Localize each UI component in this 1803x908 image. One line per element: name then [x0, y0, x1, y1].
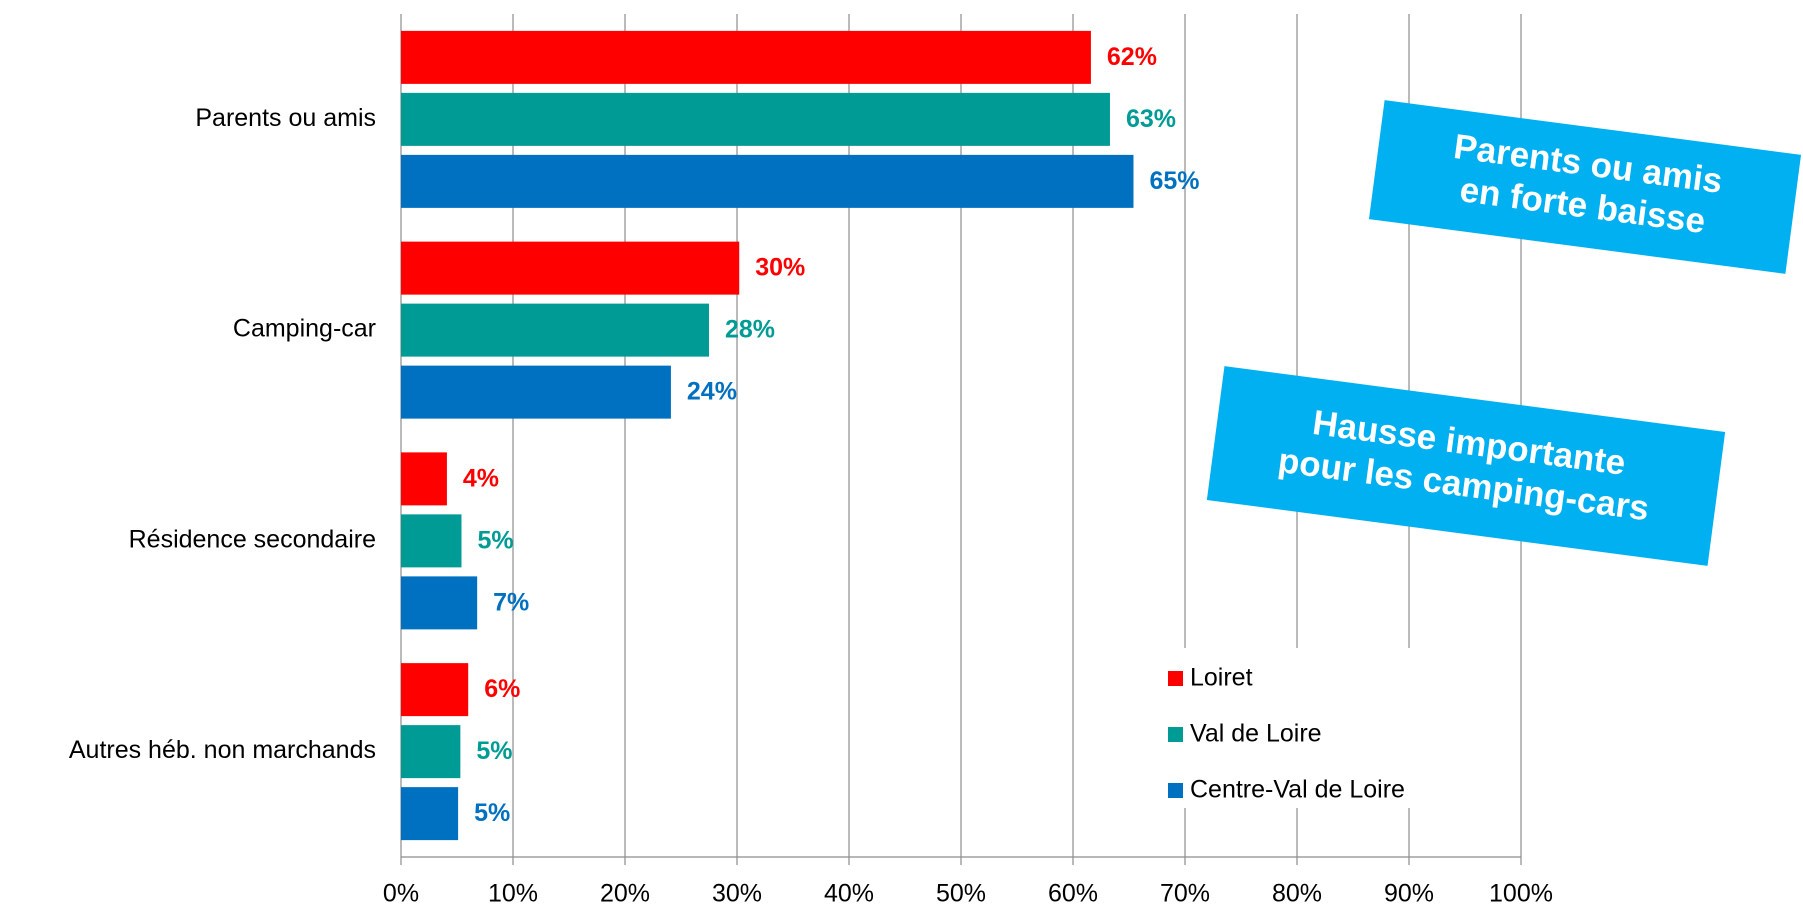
bar — [401, 663, 469, 717]
data-label: 5% — [477, 526, 513, 554]
annotation-background — [1368, 100, 1802, 274]
bar — [401, 92, 1110, 146]
annotation-background — [1206, 366, 1726, 566]
bar — [401, 452, 447, 506]
category-label: Résidence secondaire — [129, 525, 376, 553]
legend-background — [1160, 648, 1460, 808]
data-label: 24% — [687, 378, 737, 406]
data-label: 65% — [1149, 167, 1199, 195]
category-label: Autres héb. non marchands — [69, 736, 376, 764]
x-tick-label: 10% — [488, 880, 538, 908]
legend-label: Val de Loire — [1190, 720, 1322, 748]
bar — [401, 303, 709, 357]
x-tick-label: 50% — [936, 880, 986, 908]
data-label: 30% — [755, 254, 805, 282]
bar — [401, 241, 740, 295]
data-label: 28% — [725, 316, 775, 344]
x-tick-label: 0% — [383, 880, 419, 908]
x-tick-label: 30% — [712, 880, 762, 908]
legend-swatch — [1168, 727, 1183, 742]
bar — [401, 514, 462, 568]
x-tick-label: 90% — [1384, 880, 1434, 908]
data-label: 7% — [493, 588, 529, 616]
category-label: Camping-car — [233, 315, 376, 343]
x-tick-label: 20% — [600, 880, 650, 908]
x-tick-label: 40% — [824, 880, 874, 908]
category-label: Parents ou amis — [195, 104, 376, 132]
x-tick-label: 70% — [1160, 880, 1210, 908]
legend-label: Loiret — [1190, 664, 1253, 692]
legend-swatch — [1168, 783, 1183, 798]
data-label: 63% — [1126, 105, 1176, 133]
bar — [401, 365, 671, 419]
legend-swatch — [1168, 671, 1183, 686]
data-label: 4% — [463, 464, 499, 492]
x-tick-label: 80% — [1272, 880, 1322, 908]
data-label: 6% — [484, 675, 520, 703]
data-label: 5% — [476, 737, 512, 765]
x-tick-label: 100% — [1489, 880, 1553, 908]
bar — [401, 787, 459, 841]
bar — [401, 576, 478, 630]
data-label: 62% — [1107, 43, 1157, 71]
x-tick-label: 60% — [1048, 880, 1098, 908]
bar — [401, 725, 461, 779]
legend-label: Centre-Val de Loire — [1190, 776, 1405, 804]
bar — [401, 30, 1091, 84]
data-label: 5% — [474, 799, 510, 827]
bar — [401, 154, 1134, 208]
